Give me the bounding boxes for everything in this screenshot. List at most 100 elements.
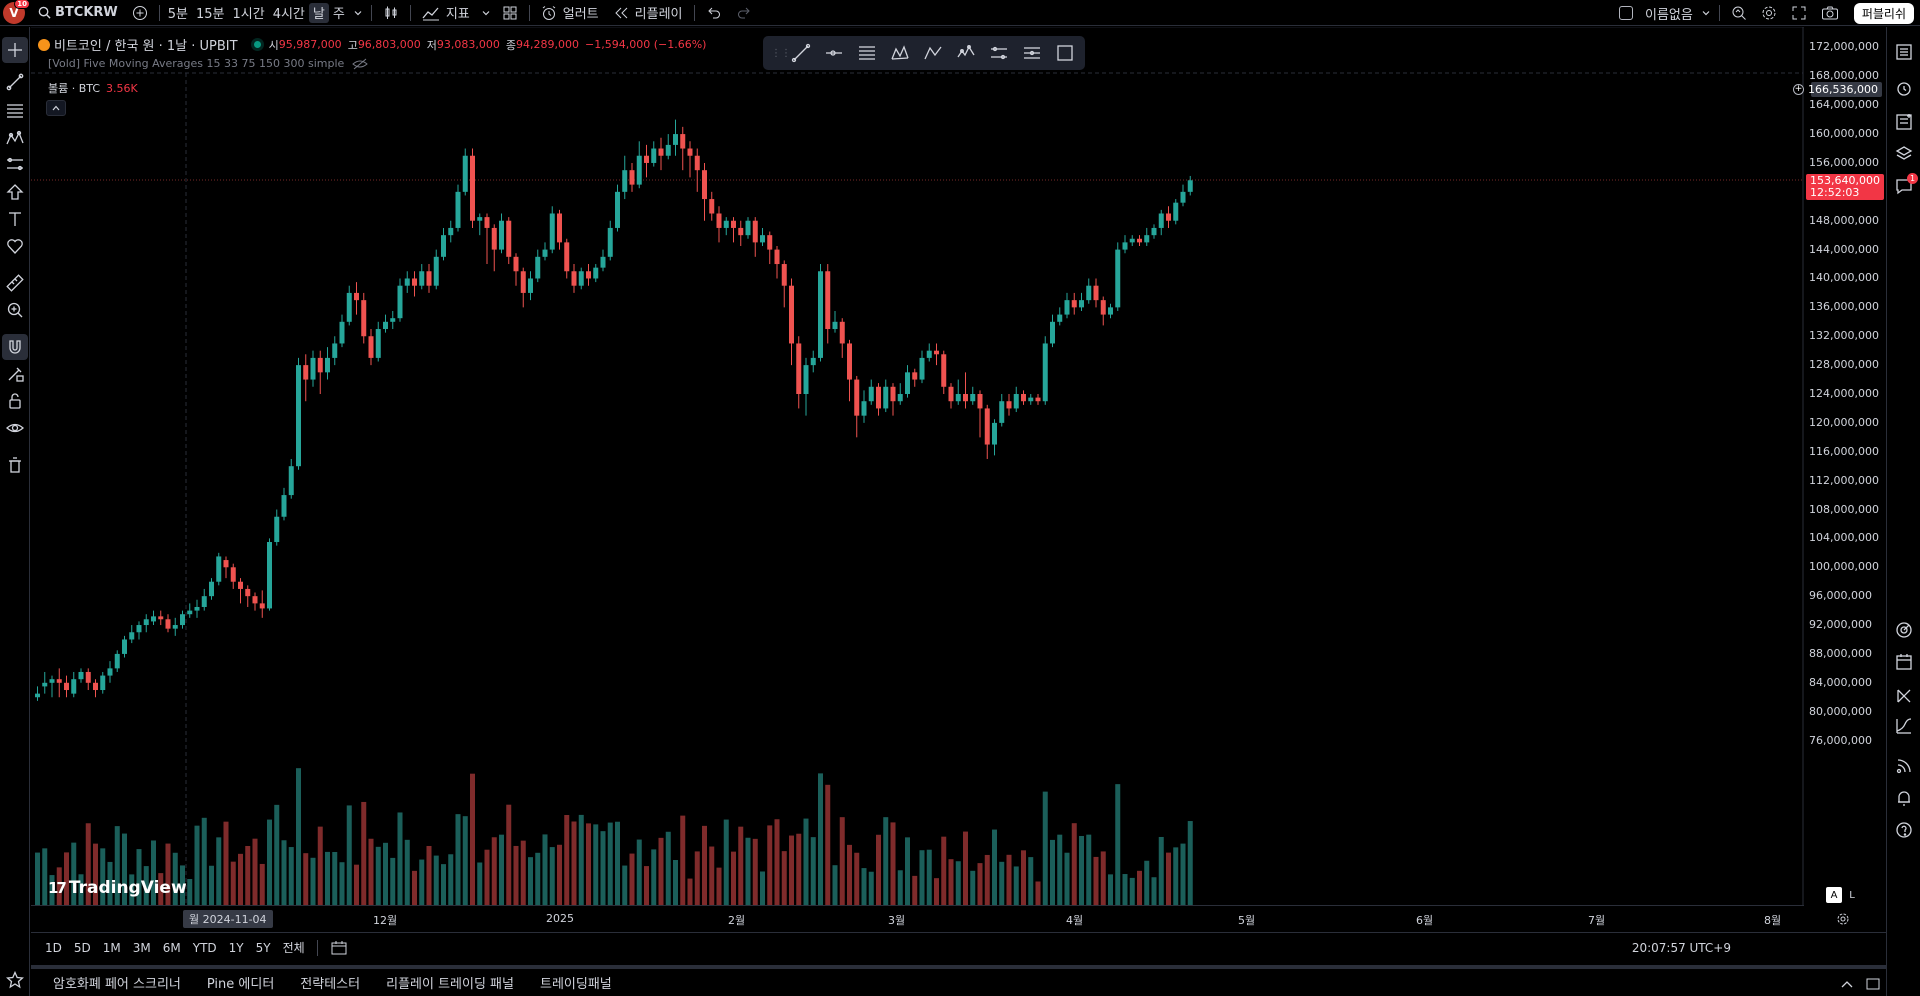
draw-elliott-wave[interactable] <box>953 40 978 66</box>
range-5y[interactable]: 5Y <box>255 940 271 955</box>
collapse-legend-button[interactable] <box>46 100 66 116</box>
publish-button[interactable]: 퍼블리쉬 <box>1853 2 1914 24</box>
draw-date-range[interactable] <box>1019 40 1044 66</box>
crosshair-tool[interactable] <box>2 37 28 63</box>
indicators-dropdown[interactable] <box>477 0 495 26</box>
favorites-tool[interactable] <box>2 967 28 993</box>
log-scale-button[interactable]: L <box>1849 889 1855 901</box>
indicator-legend[interactable]: [Vold] Five Moving Averages 15 33 75 150… <box>48 57 369 70</box>
snapshot-button[interactable] <box>1814 0 1846 26</box>
indicators-button[interactable]: 지표 <box>415 0 477 26</box>
time-axis[interactable]: 월 2024-11-04 12월 2025 2월 3월 4월 5월 6월 7월 … <box>31 905 1849 931</box>
ideas-button[interactable] <box>1891 617 1917 643</box>
object-tree-button[interactable] <box>1891 109 1917 135</box>
candle <box>941 350 947 394</box>
draw-xabcd-pattern[interactable] <box>888 40 913 66</box>
calendar-button[interactable] <box>1891 649 1917 675</box>
range-1d[interactable]: 1D <box>45 940 62 955</box>
range-1m[interactable]: 1M <box>102 940 121 955</box>
chats-button[interactable]: 1 <box>1891 173 1918 199</box>
streams-button[interactable] <box>1891 683 1917 709</box>
draw-rectangle[interactable] <box>1052 40 1077 66</box>
tab-trading-panel[interactable]: 트레이딩패널 <box>539 977 612 992</box>
interval-1w[interactable]: 주 <box>332 7 345 22</box>
fullscreen-button[interactable] <box>1784 0 1814 26</box>
layout-checkbox[interactable] <box>1618 6 1633 20</box>
replay-button[interactable]: 리플레이 <box>606 0 690 26</box>
measure-tool[interactable] <box>2 270 28 296</box>
layout-name[interactable]: 이름없음 <box>1644 7 1693 23</box>
volume-bar <box>810 837 816 905</box>
range-all[interactable]: 전체 <box>282 941 305 955</box>
draw-long-position[interactable] <box>986 40 1011 66</box>
layouts-button[interactable] <box>495 0 525 26</box>
user-avatar[interactable]: V 10 <box>3 0 30 24</box>
zoom-tool[interactable] <box>2 297 28 323</box>
chevron-up-icon[interactable] <box>1840 979 1854 989</box>
undo-button[interactable] <box>699 0 729 26</box>
pattern-tool[interactable] <box>2 125 28 151</box>
tab-strategy-tester[interactable]: 전략테스터 <box>300 977 361 992</box>
icon-tool[interactable] <box>2 233 28 259</box>
trendline-tool[interactable] <box>2 69 28 95</box>
maximize-panel-icon[interactable] <box>1866 978 1880 990</box>
help-button[interactable] <box>1891 817 1917 843</box>
alarm-clock-icon <box>1897 82 1911 96</box>
pine-scripts-button[interactable] <box>1891 713 1917 739</box>
draw-horizontal-ray[interactable] <box>822 40 847 66</box>
chart-type-button[interactable] <box>376 0 406 26</box>
interval-1d[interactable]: 날 <box>308 2 329 23</box>
news-button[interactable] <box>1891 753 1917 779</box>
watchlist-button[interactable] <box>1891 39 1917 65</box>
draw-trendline[interactable] <box>789 40 814 66</box>
range-3m[interactable]: 3M <box>132 940 151 955</box>
alert-button[interactable]: 얼러트 <box>534 0 606 26</box>
lock-drawings-tool[interactable] <box>2 388 28 414</box>
prediction-tool[interactable] <box>2 151 28 177</box>
magnet-tool[interactable] <box>2 334 28 360</box>
range-1y[interactable]: 1Y <box>228 940 244 955</box>
tab-pine-editor[interactable]: Pine 에디터 <box>206 977 275 992</box>
alerts-button[interactable] <box>1891 75 1917 101</box>
tradingview-logo[interactable]: 𝟭𝟳 TradingView <box>48 878 187 898</box>
add-alert-icon[interactable]: + <box>1793 84 1804 95</box>
quick-search-button[interactable] <box>1724 0 1754 26</box>
text-tool[interactable] <box>2 206 28 232</box>
eye-off-icon[interactable] <box>352 58 369 70</box>
symbol-search[interactable]: BTCKRW <box>31 0 125 26</box>
chart-pane[interactable]: 172,000,000 168,000,000 164,000,000 160,000… <box>31 27 1884 931</box>
auto-scale-button[interactable]: A <box>1826 887 1842 903</box>
range-5d[interactable]: 5D <box>73 940 91 955</box>
hide-drawings-tool[interactable] <box>2 415 28 441</box>
interval-5m[interactable]: 5분 <box>167 7 188 22</box>
symbol-title[interactable]: 비트코인 / 한국 원 · 1날 · UPBIT <box>38 35 238 54</box>
volume-legend[interactable]: 볼륨 · BTC 3.56K <box>48 80 138 96</box>
interval-15m[interactable]: 15분 <box>195 7 225 22</box>
timezone-clock[interactable]: 20:07:57 UTC+9 <box>1631 940 1731 955</box>
interval-1h[interactable]: 1시간 <box>232 7 265 22</box>
gear-icon[interactable] <box>1836 912 1850 926</box>
data-window-button[interactable] <box>1891 141 1917 167</box>
tab-crypto-screener[interactable]: 암호화폐 페어 스크리너 <box>53 977 181 992</box>
layout-dropdown[interactable] <box>1697 0 1715 26</box>
drag-handle-icon[interactable]: ⋮⋮ <box>771 47 791 59</box>
price-axis-label: 116,000,000 <box>1809 444 1879 458</box>
range-6m[interactable]: 6M <box>162 940 181 955</box>
fib-tool[interactable] <box>2 97 28 123</box>
keep-drawing-tool[interactable] <box>2 361 28 387</box>
tab-replay-trading[interactable]: 리플레이 트레이딩 패널 <box>386 977 514 992</box>
calendar-goto-icon[interactable] <box>330 940 348 956</box>
interval-4h[interactable]: 4시간 <box>272 7 305 22</box>
brush-tool[interactable] <box>2 179 28 205</box>
settings-button[interactable] <box>1754 0 1784 26</box>
volume-bar <box>752 838 758 905</box>
draw-abcd-pattern[interactable] <box>921 40 946 66</box>
candlestick-chart[interactable] <box>31 27 1804 905</box>
draw-fib-retracement[interactable] <box>855 40 880 66</box>
interval-dropdown[interactable] <box>349 0 367 26</box>
compare-button[interactable] <box>125 0 155 26</box>
remove-drawings-tool[interactable] <box>2 452 28 478</box>
redo-button[interactable] <box>729 0 759 26</box>
range-ytd[interactable]: YTD <box>192 940 217 955</box>
notifications-button[interactable] <box>1891 785 1917 811</box>
